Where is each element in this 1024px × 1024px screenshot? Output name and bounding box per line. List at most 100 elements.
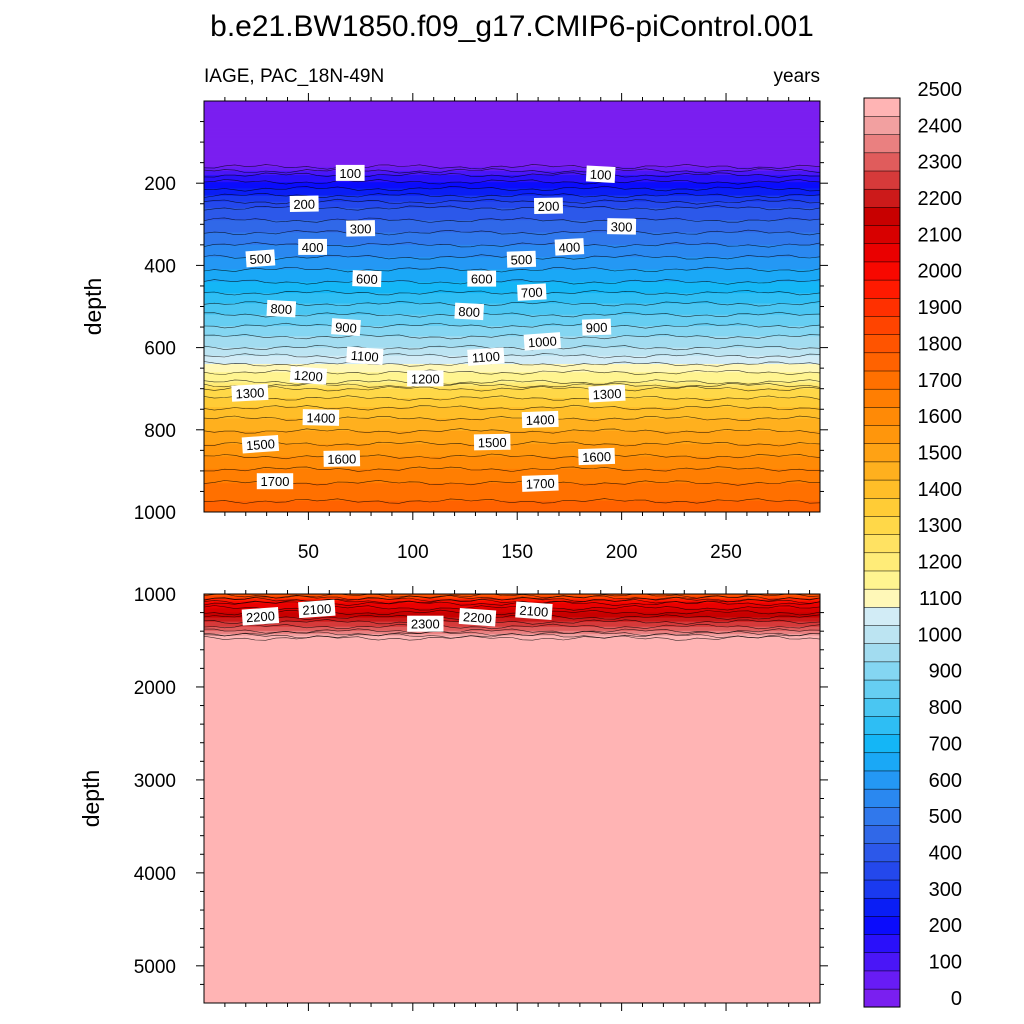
fill-band [204, 855, 820, 858]
fill-band [204, 217, 820, 219]
fill-band [204, 348, 820, 351]
fill-band [204, 651, 820, 653]
fill-band [204, 635, 820, 638]
fill-band [204, 312, 820, 315]
contour-line [204, 311, 820, 318]
fill-band [204, 868, 820, 870]
fill-band [204, 899, 820, 902]
fill-band [204, 427, 820, 430]
contour-label-box [554, 238, 585, 256]
fill-band [204, 732, 820, 734]
x-tick-label: 100 [397, 542, 429, 563]
fill-band [204, 951, 820, 954]
fill-band [204, 270, 820, 273]
fill-band [204, 882, 820, 884]
fill-band [204, 412, 820, 414]
fill-band [204, 507, 820, 510]
fill-band [204, 149, 820, 151]
contour-line [204, 361, 820, 367]
fill-band [204, 933, 820, 936]
fill-band [204, 713, 820, 716]
fill-band [204, 807, 820, 810]
fill-band [204, 293, 820, 295]
fill-band [204, 869, 820, 871]
fill-band [204, 829, 820, 831]
fill-band [204, 708, 820, 711]
fill-band [204, 693, 820, 695]
fill-band [204, 416, 820, 419]
fill-band [204, 772, 820, 775]
contour-label: 500 [245, 249, 276, 268]
fill-band [204, 131, 820, 134]
fill-band [204, 364, 820, 366]
contour-line [204, 300, 820, 307]
fill-band [204, 445, 820, 447]
fill-band [204, 664, 820, 667]
fill-band [204, 185, 820, 187]
colorbar-swatch [863, 734, 901, 754]
fill-band [204, 662, 820, 665]
fill-band [204, 373, 820, 375]
fill-band [204, 473, 820, 476]
fill-band [204, 246, 820, 249]
contour-label-box [241, 434, 280, 454]
fill-band [204, 452, 820, 455]
fill-band [204, 668, 820, 671]
fill-band [204, 945, 820, 948]
fill-band [204, 622, 820, 625]
colorbar-swatch [863, 661, 901, 681]
fill-band [204, 613, 820, 616]
fill-band [204, 859, 820, 862]
fill-band [204, 274, 820, 277]
fill-band [204, 408, 820, 410]
fill-band [204, 510, 820, 512]
contour-label-text: 300 [611, 219, 633, 234]
fill-band [204, 238, 820, 241]
fill-band [204, 337, 820, 339]
fill-band [204, 275, 820, 278]
fill-band [204, 637, 820, 640]
fill-band [204, 679, 820, 682]
fill-band [204, 992, 820, 995]
fill-band [204, 972, 820, 974]
contour-label: 300 [346, 220, 376, 237]
fill-band [204, 886, 820, 889]
fill-band [204, 848, 820, 851]
fill-band [204, 862, 820, 865]
fill-band [204, 717, 820, 720]
fill-band [204, 760, 820, 763]
contour-label: 500 [506, 250, 537, 268]
fill-band [204, 359, 820, 362]
fill-band [204, 844, 820, 847]
contour-label-box [289, 195, 319, 213]
contour-label: 600 [352, 270, 382, 288]
fill-band [204, 785, 820, 787]
contour-label: 1100 [346, 346, 384, 366]
fill-band [204, 489, 820, 492]
contour-label: 1000 [523, 332, 562, 351]
contour-label: 1500 [241, 434, 280, 454]
fill-band [204, 504, 820, 507]
fill-band [204, 404, 820, 406]
fill-band [204, 133, 820, 136]
fill-band [204, 165, 820, 168]
fill-band [204, 283, 820, 286]
fill-band [204, 815, 820, 818]
fill-band [204, 413, 820, 415]
fill-band [204, 996, 820, 999]
contour-label-text: 1200 [411, 371, 440, 386]
fill-band [204, 603, 820, 605]
colorbar-tick-label: 0 [951, 988, 962, 1010]
contour-label-text: 100 [339, 166, 361, 181]
fill-band [204, 769, 820, 772]
fill-band [204, 231, 820, 234]
fill-band [204, 706, 820, 709]
contour-label-text: 200 [538, 199, 560, 214]
fill-band [204, 105, 820, 107]
fill-band [204, 993, 820, 996]
fill-band [204, 249, 820, 252]
fill-band [204, 502, 820, 505]
fill-band [204, 880, 820, 882]
fill-band [204, 496, 820, 499]
fill-band [204, 979, 820, 982]
